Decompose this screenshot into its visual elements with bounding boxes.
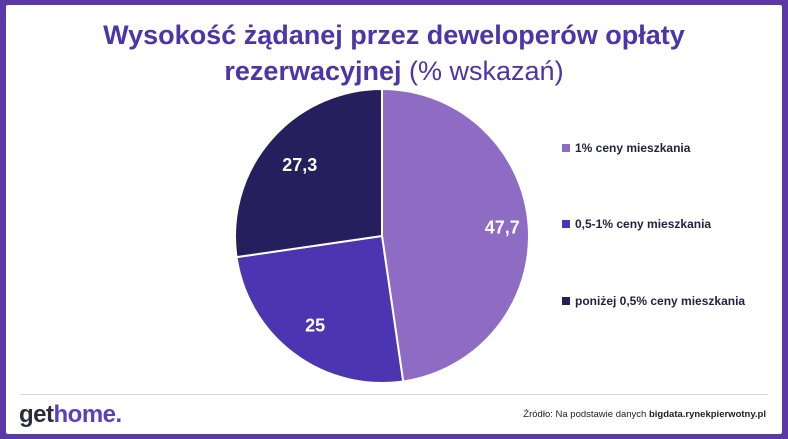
chart-frame: Wysokość żądanej przez deweloperów opłat… — [6, 5, 782, 434]
title-line-1: Wysokość żądanej przez deweloperów opłat… — [103, 20, 685, 50]
footer-divider — [20, 394, 768, 395]
title-light-part: (% wskazań) — [409, 56, 564, 86]
chart-title: Wysokość żądanej przez deweloperów opłat… — [6, 17, 782, 89]
legend-item-1: 1% ceny mieszkania — [562, 141, 690, 155]
legend-item-2: 0,5-1% ceny mieszkania — [562, 217, 711, 231]
slice-label-3: 27,3 — [282, 155, 317, 175]
source-note: Źródło: Na podstawie danych bigdata.ryne… — [523, 409, 766, 420]
legend-swatch-3 — [562, 297, 570, 305]
legend-swatch-1 — [562, 144, 570, 152]
legend-label-3: poniżej 0,5% ceny mieszkania — [575, 294, 746, 308]
title-line-2: rezerwacyjnej (% wskazań) — [6, 53, 782, 89]
source-prefix: Źródło: Na podstawie danych — [523, 409, 647, 420]
slice-label-1: 47,7 — [485, 217, 520, 237]
logo-get: get — [19, 401, 54, 428]
slice-label-2: 25 — [305, 316, 325, 336]
pie-slice-2 — [235, 234, 405, 384]
legend-item-3: poniżej 0,5% ceny mieszkania — [562, 294, 745, 308]
gethome-logo: gethome. — [19, 401, 122, 429]
legend-label-2: 0,5-1% ceny mieszkania — [575, 217, 712, 231]
legend-label-1: 1% ceny mieszkania — [575, 141, 691, 155]
logo-home: home. — [53, 401, 123, 428]
title-bold-part: rezerwacyjnej — [224, 56, 402, 86]
pie-chart: 47,7 25 27,3 — [234, 87, 531, 384]
legend-swatch-2 — [562, 220, 570, 228]
source-site: bigdata.rynekpierwotny.pl — [648, 409, 766, 420]
pie-slice-1 — [381, 87, 531, 383]
pie-slice-3 — [234, 87, 383, 259]
